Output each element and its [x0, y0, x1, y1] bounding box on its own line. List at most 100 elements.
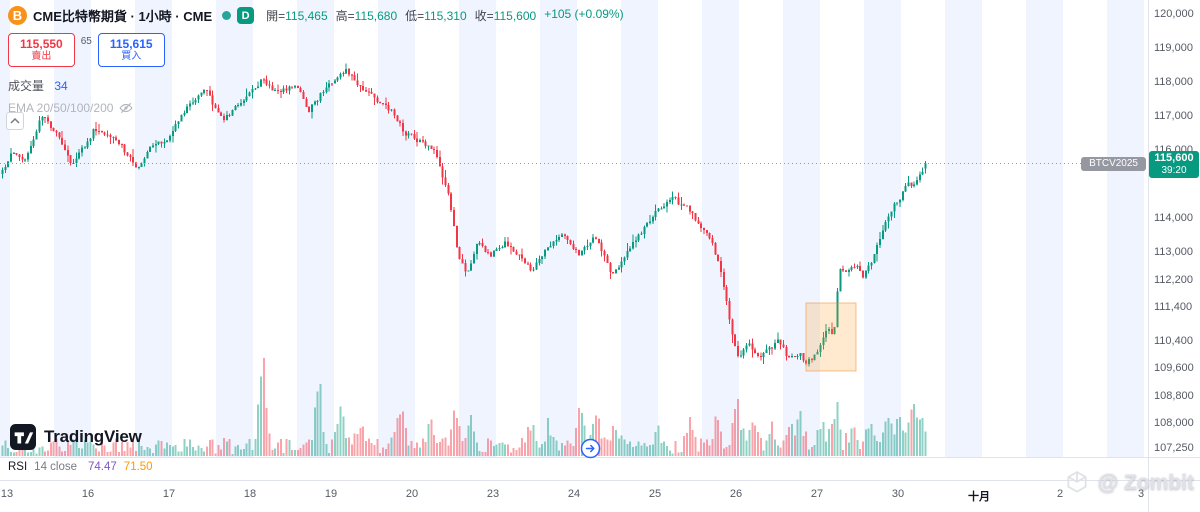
volume-bar: [498, 443, 501, 456]
candle-body: [609, 263, 612, 272]
volume-bar: [171, 446, 174, 456]
volume-bar: [796, 419, 799, 456]
candle-body: [617, 267, 620, 270]
delayed-data-badge[interactable]: D: [237, 7, 255, 24]
candle-body: [311, 104, 314, 113]
candle-body: [416, 138, 419, 142]
volume-bar: [569, 443, 572, 456]
candle-body: [518, 254, 521, 256]
candle-body: [259, 79, 262, 87]
volume-bar: [4, 440, 7, 456]
candle-body: [543, 250, 546, 257]
volume-bar: [149, 448, 152, 456]
price-axis[interactable]: 120,000119,000118,000117,000116,000114,0…: [1148, 0, 1200, 457]
spread-value: 65: [80, 36, 92, 47]
volume-bar: [126, 442, 129, 456]
volume-bar: [109, 451, 112, 456]
candle-body: [578, 249, 581, 256]
candle-body: [61, 137, 64, 145]
candle-body: [734, 334, 737, 347]
candle-body: [418, 139, 421, 142]
volume-bar: [248, 438, 251, 456]
session-band: [135, 0, 172, 457]
time-axis[interactable]: 13 16 17 18 19 20 23 24 25 26 27 30 十月 2 3: [0, 481, 1200, 512]
volume-bar: [904, 432, 907, 456]
volume-bar: [274, 448, 277, 456]
eye-off-icon[interactable]: [119, 101, 133, 115]
volume-bar: [771, 421, 774, 456]
volume-bar: [89, 441, 92, 456]
candle-body: [24, 159, 27, 161]
highlight-box[interactable]: [805, 302, 857, 372]
volume-bar: [410, 440, 413, 456]
arrow-circle-icon[interactable]: [580, 438, 601, 459]
candle-body: [248, 92, 251, 97]
volume-legend[interactable]: 成交量 34: [8, 77, 624, 94]
volume-bar: [844, 433, 847, 456]
candle-body: [498, 248, 501, 249]
ema-legend[interactable]: EMA 20/50/100/200: [8, 101, 624, 115]
tradingview-watermark[interactable]: TradingView: [10, 424, 142, 450]
candle-body: [839, 269, 842, 292]
candle-body: [160, 141, 163, 144]
candle-body: [339, 73, 342, 78]
volume-bar: [12, 452, 15, 456]
time-axis-label: 十月: [968, 491, 990, 503]
sell-price: 115,550: [20, 37, 63, 51]
volume-bar: [78, 448, 81, 456]
symbol-title[interactable]: CME比特幣期貨 · 1小時 · CME: [33, 9, 213, 24]
volume-bar: [134, 451, 137, 456]
candle-body: [302, 92, 305, 99]
candle-body: [399, 121, 402, 123]
candle-body: [745, 345, 748, 350]
volume-bar: [524, 442, 527, 456]
time-axis-label: 30: [891, 488, 905, 500]
candle-body: [683, 204, 686, 206]
candle-body: [470, 263, 473, 271]
candle-body: [140, 163, 143, 167]
volume-bar: [668, 450, 671, 456]
candle-body: [907, 182, 910, 186]
buy-button[interactable]: 115,615 買入: [97, 33, 165, 68]
candle-body: [350, 74, 353, 76]
volume-bar: [325, 443, 328, 456]
candle-body: [390, 109, 393, 111]
pane-separator[interactable]: [0, 457, 1200, 458]
candle-body: [495, 249, 498, 251]
volume-bar: [915, 417, 918, 456]
volume-bar: [725, 446, 728, 456]
volume-bar: [830, 424, 833, 456]
volume-bar: [680, 452, 683, 456]
candle-body: [453, 210, 456, 226]
rsi-title[interactable]: RSI: [8, 461, 28, 473]
candle-body: [100, 131, 103, 133]
volume-bar: [475, 442, 478, 456]
price-chart[interactable]: [0, 0, 1148, 457]
sell-button[interactable]: 115,550 賣出: [8, 33, 75, 68]
volume-bar: [401, 411, 404, 456]
candle-body: [614, 269, 617, 274]
candle-body: [489, 252, 492, 257]
volume-bar: [788, 427, 791, 456]
price-axis-label: 111,400: [1154, 300, 1193, 313]
ohlc-open: 開=115,465: [266, 7, 328, 24]
volume-bar: [180, 451, 183, 456]
volume-bar: [83, 439, 86, 456]
candle-body: [276, 89, 279, 92]
candle-body: [438, 157, 441, 167]
volume-bar: [711, 438, 714, 456]
volume-bar: [384, 449, 387, 456]
candle-body: [725, 287, 728, 301]
candle-body: [799, 353, 802, 356]
candle-body: [35, 131, 38, 140]
candle-body: [447, 184, 450, 194]
volume-bar: [347, 437, 350, 456]
volume-bar: [731, 423, 734, 456]
candle-body: [75, 158, 78, 163]
candle-body: [220, 112, 223, 116]
rsi-legend[interactable]: RSI 14 close 74.47 71.50: [8, 461, 153, 473]
collapse-chevron-button[interactable]: [6, 112, 24, 130]
volume-bar: [129, 447, 132, 456]
volume-bar: [200, 448, 203, 456]
candle-body: [166, 140, 169, 142]
